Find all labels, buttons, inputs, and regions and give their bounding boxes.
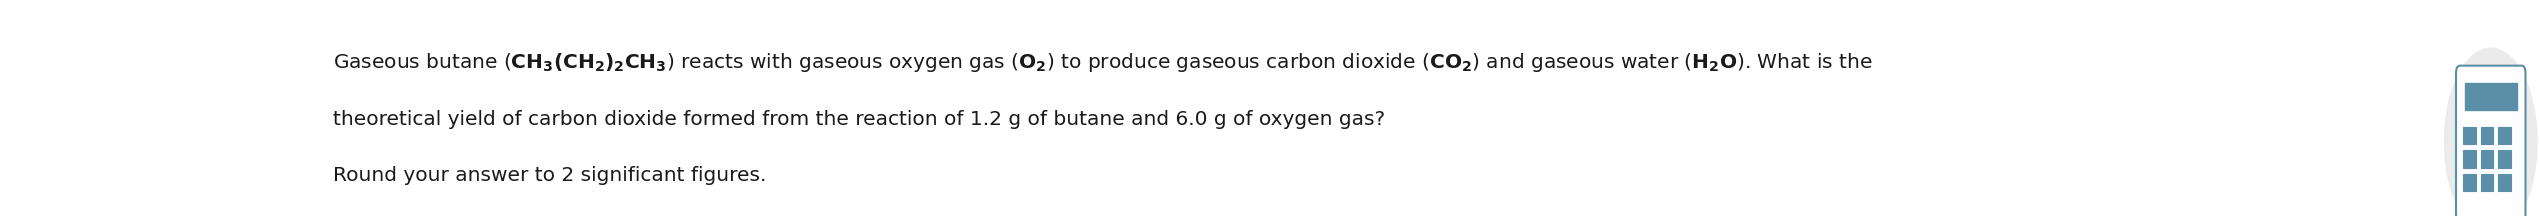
Circle shape: [2445, 48, 2536, 216]
FancyBboxPatch shape: [2481, 174, 2493, 191]
FancyBboxPatch shape: [2481, 150, 2493, 168]
FancyBboxPatch shape: [2481, 127, 2493, 144]
FancyBboxPatch shape: [2455, 66, 2526, 216]
FancyBboxPatch shape: [2498, 127, 2511, 144]
FancyBboxPatch shape: [2463, 174, 2476, 191]
FancyBboxPatch shape: [2465, 83, 2516, 110]
FancyBboxPatch shape: [2463, 150, 2476, 168]
FancyBboxPatch shape: [2498, 174, 2511, 191]
Text: Round your answer to 2 significant figures.: Round your answer to 2 significant figur…: [333, 166, 767, 185]
FancyBboxPatch shape: [2463, 127, 2476, 144]
FancyBboxPatch shape: [2498, 150, 2511, 168]
Text: theoretical yield of carbon dioxide formed from the reaction of 1.2 g of butane : theoretical yield of carbon dioxide form…: [333, 110, 1386, 129]
Text: Gaseous butane $\left(\mathbf{CH_3(CH_2)_2CH_3}\right)$ reacts with gaseous oxyg: Gaseous butane $\left(\mathbf{CH_3(CH_2)…: [333, 51, 1874, 74]
